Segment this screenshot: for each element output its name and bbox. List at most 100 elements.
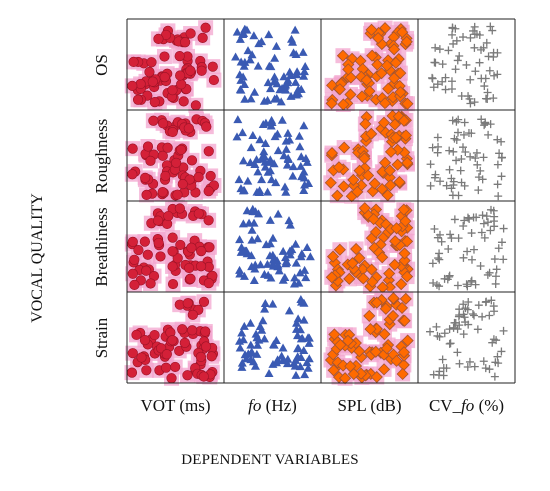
data-point (158, 118, 169, 129)
data-point (180, 37, 191, 48)
data-point (303, 333, 313, 342)
data-point (233, 115, 243, 124)
data-point (267, 175, 277, 184)
cell-3-2 (235, 204, 315, 288)
data-point (302, 243, 312, 252)
data-point (200, 22, 211, 33)
data-point (264, 30, 274, 39)
data-point (185, 273, 196, 284)
column-label: CV_fo (%) (428, 396, 505, 415)
data-point (448, 191, 457, 200)
data-point (481, 94, 490, 103)
data-point (141, 365, 152, 376)
data-point (446, 230, 455, 239)
cell-2-4 (426, 115, 506, 201)
data-point (285, 246, 295, 255)
data-point (370, 296, 383, 309)
data-point (332, 161, 346, 174)
data-point (266, 121, 276, 130)
cell-4-3 (323, 290, 416, 386)
data-point (237, 362, 247, 371)
data-point (472, 30, 481, 39)
data-point (476, 166, 485, 175)
data-point (401, 270, 414, 283)
data-point (398, 254, 411, 267)
data-point (346, 257, 359, 270)
data-point (127, 143, 138, 154)
data-point (460, 118, 469, 127)
data-point (359, 117, 372, 131)
data-point (145, 278, 156, 289)
data-point (397, 346, 411, 359)
data-point (258, 316, 268, 325)
data-point (193, 208, 204, 219)
data-point (480, 233, 489, 242)
data-point (153, 33, 164, 44)
data-point (238, 128, 248, 137)
data-point (205, 170, 216, 182)
data-point (486, 120, 495, 129)
data-point (299, 315, 309, 324)
data-point (200, 341, 212, 352)
data-point (467, 229, 476, 238)
data-point (464, 92, 473, 101)
data-point (458, 143, 467, 152)
data-point (447, 184, 456, 193)
data-point (397, 114, 411, 127)
data-point (293, 84, 303, 93)
data-point (438, 60, 447, 69)
data-point (236, 85, 246, 94)
data-point (376, 251, 389, 264)
data-point (455, 359, 464, 368)
data-point (347, 173, 360, 186)
data-point (290, 273, 300, 282)
data-point (470, 43, 479, 52)
data-point (477, 115, 486, 124)
data-point (284, 216, 294, 225)
data-point (263, 187, 273, 196)
data-point (497, 137, 506, 146)
data-point (444, 46, 453, 55)
data-point (390, 222, 403, 235)
data-point (272, 358, 282, 367)
data-point (247, 235, 257, 244)
data-point (167, 261, 178, 272)
data-point (295, 268, 305, 277)
data-point (488, 26, 497, 35)
data-point (433, 148, 442, 157)
data-point (177, 179, 188, 190)
data-point (239, 271, 249, 280)
data-point (186, 155, 198, 166)
data-point (471, 154, 480, 163)
cell-2-2 (232, 115, 314, 197)
data-point (333, 243, 346, 256)
data-point (246, 143, 256, 152)
data-point (167, 126, 178, 138)
data-point (343, 272, 356, 285)
data-point (167, 232, 178, 243)
data-point (257, 175, 267, 184)
data-point (370, 370, 383, 384)
data-point (261, 118, 271, 127)
data-point (463, 282, 472, 291)
data-point (473, 160, 482, 169)
data-point (303, 363, 313, 372)
cell-1-3 (324, 20, 415, 113)
data-point (257, 37, 267, 46)
data-point (431, 43, 440, 52)
data-point (269, 77, 279, 86)
data-point (259, 152, 269, 161)
data-point (372, 31, 385, 45)
data-point (396, 26, 409, 39)
data-point (491, 272, 500, 281)
data-point (261, 138, 271, 147)
data-point (379, 156, 392, 169)
data-point (358, 152, 371, 165)
data-point (478, 312, 487, 321)
data-point (279, 72, 289, 81)
data-point (445, 272, 454, 281)
data-point (159, 51, 170, 62)
data-point (467, 276, 476, 285)
data-point (255, 135, 265, 144)
cell-3-1 (124, 200, 220, 293)
